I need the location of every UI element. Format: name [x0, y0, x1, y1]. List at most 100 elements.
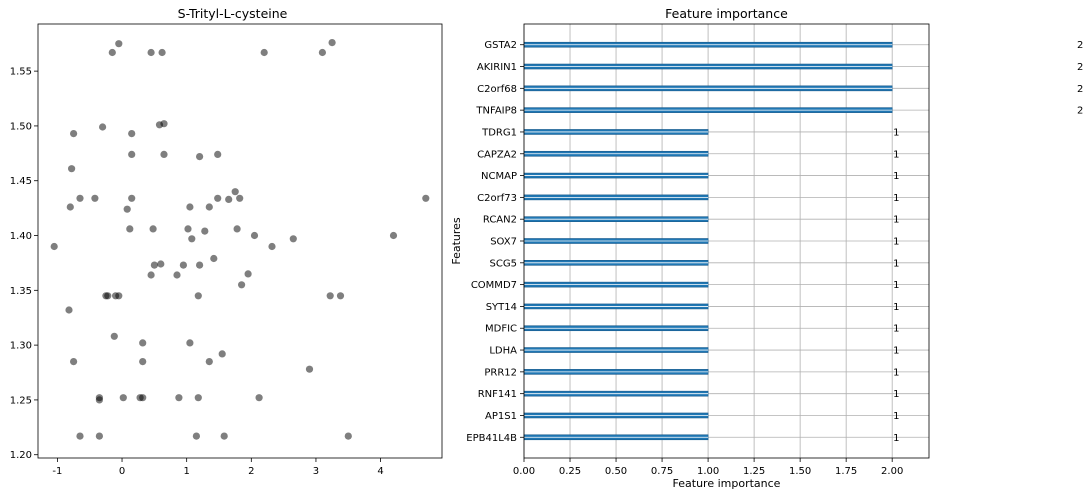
- bar-data-label: 1: [893, 433, 899, 444]
- scatter-point: [139, 339, 147, 347]
- scatter-point: [104, 292, 112, 300]
- scatter-point: [110, 332, 118, 340]
- bar-category-label: RNF141: [478, 389, 517, 400]
- scatter-y-tick-label: 1.50: [10, 121, 32, 132]
- scatter-point: [50, 242, 58, 251]
- scatter-x-tick-label: 2: [248, 466, 254, 477]
- scatter-point: [214, 194, 222, 202]
- scatter-y-axis: 1.20 1.25 1.30 1.35 1.40 1.45 1.50 1.55: [10, 67, 38, 461]
- bar-x-tick-label: 1.75: [835, 466, 857, 477]
- bar-data-label: 1: [893, 389, 899, 400]
- scatter-point: [196, 153, 204, 161]
- bar-x-tick-label: 0.25: [559, 466, 581, 477]
- scatter-point: [326, 292, 334, 300]
- scatter-point: [244, 270, 252, 278]
- scatter-x-axis: -1 0 1 2 3 4: [52, 458, 384, 477]
- scatter-point: [220, 432, 228, 440]
- scatter-point: [233, 225, 241, 233]
- scatter-point: [128, 150, 136, 158]
- bar-category-label: AP1S1: [485, 411, 517, 422]
- scatter-point: [76, 194, 84, 202]
- scatter-x-tick-label: 4: [377, 466, 383, 477]
- scatter-point: [139, 394, 147, 402]
- bar-category-label: LDHA: [489, 346, 517, 357]
- bar-x-tick-label: 1.00: [697, 466, 719, 477]
- bar-x-tick-label: 0.00: [513, 466, 535, 477]
- bar-data-label: 1: [893, 324, 899, 335]
- scatter-point: [126, 225, 134, 233]
- scatter-point: [123, 205, 131, 213]
- scatter-point: [231, 188, 239, 196]
- scatter-point: [268, 242, 276, 251]
- scatter-point: [91, 194, 99, 202]
- scatter-point: [344, 432, 352, 440]
- scatter-point: [70, 130, 78, 138]
- scatter-point: [194, 394, 202, 402]
- scatter-point: [119, 394, 127, 402]
- scatter-point: [160, 120, 168, 128]
- scatter-point: [175, 394, 183, 402]
- bar-data-label: 1: [893, 411, 899, 422]
- scatter-point: [108, 48, 116, 57]
- scatter-point: [128, 194, 136, 202]
- scatter-point: [173, 271, 181, 279]
- bar-category-label: TNFAIP8: [475, 106, 517, 117]
- scatter-points: [50, 39, 430, 440]
- scatter-point: [225, 195, 233, 203]
- bar-data-label: 2: [1077, 84, 1083, 95]
- scatter-x-tick-label: -1: [52, 466, 62, 477]
- bar-x-tick-label: 2.00: [881, 466, 903, 477]
- scatter-y-tick-label: 1.40: [10, 231, 32, 242]
- scatter-chart: S-Trityl-L-cysteine -1 0 1 2 3 4 1.20 1.25 1.30…: [10, 6, 443, 477]
- bar-data-label: 1: [893, 258, 899, 269]
- scatter-frame: [37, 23, 443, 459]
- bar-x-tick-label: 0.50: [605, 466, 627, 477]
- scatter-plot-area: [38, 24, 442, 458]
- scatter-point: [158, 48, 166, 57]
- bar-bars: [523, 41, 893, 441]
- bar-data-label: 1: [893, 149, 899, 160]
- bar-data-label: 1: [893, 302, 899, 313]
- bar-category-label: COMMD7: [471, 280, 517, 291]
- bar-category-label: CAPZA2: [477, 149, 517, 160]
- scatter-point: [328, 39, 336, 47]
- scatter-point: [336, 292, 345, 300]
- scatter-point: [238, 281, 246, 289]
- scatter-point: [194, 292, 202, 300]
- bar-category-label: AKIRIN1: [477, 62, 517, 73]
- scatter-point: [422, 194, 430, 202]
- scatter-point: [214, 150, 222, 158]
- bar-category-label: EPB41L4B: [466, 433, 517, 444]
- scatter-point: [68, 165, 76, 173]
- bar-category-label: C2orf73: [477, 193, 517, 204]
- scatter-point: [188, 235, 196, 243]
- scatter-title: S-Trityl-L-cysteine: [178, 6, 288, 21]
- bar-data-label: 1: [893, 280, 899, 291]
- scatter-point: [76, 432, 84, 440]
- bar-data-label: 1: [893, 171, 899, 182]
- bar-x-tick-label: 1.25: [743, 466, 765, 477]
- bar-category-label: SCG5: [490, 258, 517, 269]
- bar-data-label: 1: [893, 346, 899, 357]
- scatter-point: [179, 261, 187, 269]
- bar-y-label: Features: [450, 217, 463, 265]
- scatter-x-tick-label: 3: [313, 466, 319, 477]
- scatter-point: [236, 194, 244, 202]
- bar-category-label: RCAN2: [483, 215, 517, 226]
- bar-data-label: 1: [893, 127, 899, 138]
- bar-category-label: MDFIC: [485, 324, 517, 335]
- scatter-point: [157, 260, 165, 268]
- scatter-point: [184, 225, 192, 233]
- bar-data-label: 2: [1077, 106, 1083, 117]
- bar-data-label: 1: [893, 193, 899, 204]
- scatter-point: [95, 432, 103, 440]
- scatter-point: [99, 123, 107, 131]
- bar-category-label: SOX7: [490, 237, 517, 248]
- scatter-point: [115, 292, 123, 300]
- scatter-point: [255, 394, 263, 402]
- bar-x-axis: 0.00 0.25 0.50 0.75 1.00 1.25 1.50 1.75 2.00: [513, 458, 903, 477]
- scatter-point: [218, 350, 226, 358]
- scatter-point: [201, 227, 209, 235]
- bar-category-label: SYT14: [486, 302, 517, 313]
